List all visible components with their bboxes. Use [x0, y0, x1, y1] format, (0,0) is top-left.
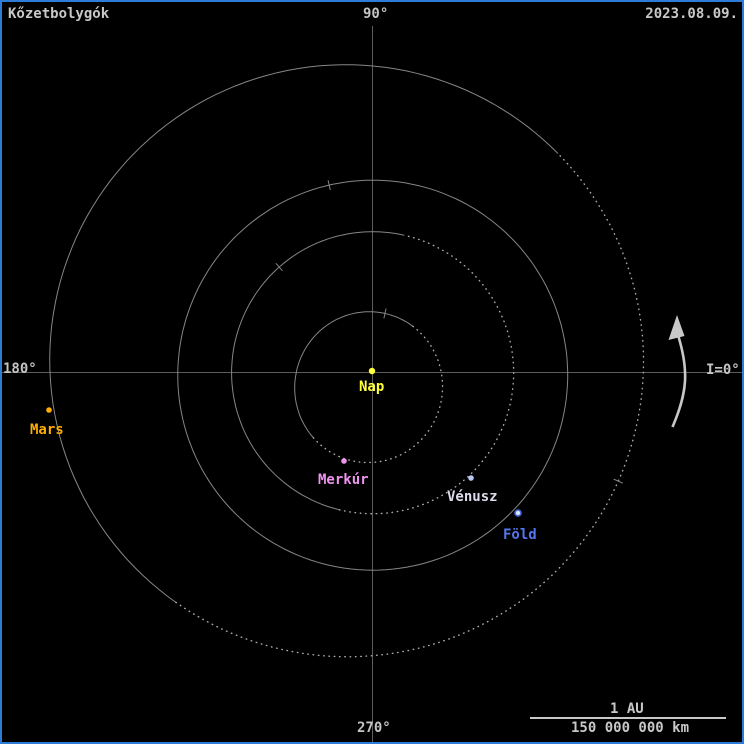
angle-label-180: 180°: [3, 361, 37, 377]
planet-label-venus: Vénusz: [447, 489, 498, 505]
planet-dot-mercury: [341, 458, 347, 464]
planet-label-mars: Mars: [30, 422, 64, 438]
planet-label-earth: Föld: [503, 527, 537, 543]
perihelion-tick-venus: [275, 263, 283, 272]
perihelion-tick-mars: [613, 478, 624, 484]
orbit-mercury-dotted: [312, 325, 444, 464]
planet-dot-earth: [514, 509, 522, 517]
orbit-mercury-solid: [294, 311, 414, 439]
orbits-layer: Merkúr Vénusz Föld Mars Nap: [30, 64, 645, 658]
ccw-arrow-shaft: [671, 332, 687, 428]
angle-label-270: 270°: [357, 720, 391, 736]
orbit-mars-dotted: [175, 152, 645, 658]
planet-dot-mars: [46, 407, 52, 413]
orbit-mars-solid: [49, 64, 559, 603]
planet-dot-venus: [468, 475, 474, 481]
ccw-direction-arrow: [668, 315, 687, 428]
map-title: Kőzetbolygók: [8, 6, 110, 22]
perihelion-tick-mercury: [383, 308, 387, 319]
angle-label-0: I=0°: [706, 362, 740, 378]
orbit-venus-solid: [231, 231, 405, 511]
date-label: 2023.08.09.: [645, 6, 738, 22]
orbit-earth-solid: [177, 179, 569, 571]
angle-label-90: 90°: [363, 6, 389, 22]
perihelion-tick-earth: [327, 180, 331, 191]
planet-label-mercury: Merkúr: [318, 472, 369, 488]
sun-dot: [368, 367, 376, 375]
sun-label: Nap: [359, 379, 384, 395]
scale-bar-km-label: 150 000 000 km: [571, 720, 690, 736]
scale-bar-au-label: 1 AU: [610, 701, 644, 717]
ccw-arrow-head-icon: [668, 315, 685, 340]
orbit-venus-dotted: [338, 234, 515, 515]
